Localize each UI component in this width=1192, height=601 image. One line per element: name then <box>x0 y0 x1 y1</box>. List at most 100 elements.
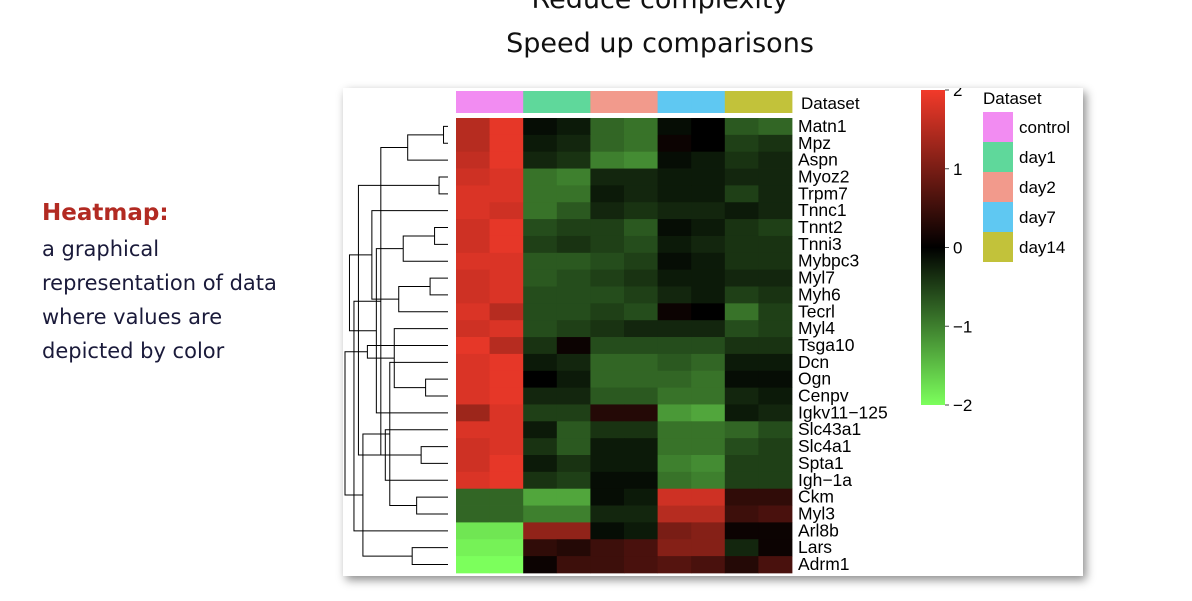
heatmap-cell <box>489 539 524 557</box>
heatmap-chart: DatasetMatn1MpzAspnMyoz2Trpm7Tnnc1Tnnt2T… <box>344 81 1070 574</box>
heatmap-cell <box>691 556 726 574</box>
heatmap-cell <box>691 421 726 439</box>
heatmap-cell <box>590 134 625 153</box>
heatmap-cell <box>624 202 658 220</box>
heatmap-cell <box>590 471 625 490</box>
heatmap-cell <box>758 134 793 153</box>
heatmap-cell <box>523 134 558 153</box>
row-label: Cenpv <box>798 386 849 406</box>
heatmap-cell <box>758 522 793 540</box>
heatmap-cell <box>590 522 625 540</box>
heatmap-cell <box>657 320 692 338</box>
row-label: Trpm7 <box>798 183 848 203</box>
heatmap-cell <box>456 202 490 220</box>
heatmap-cell <box>758 455 793 473</box>
heatmap-cell <box>724 337 759 355</box>
heatmap-cell <box>758 303 793 321</box>
heatmap-cell <box>523 337 558 355</box>
heatmap-cell <box>523 118 558 136</box>
row-label: Igh−1a <box>798 470 852 490</box>
legend-label: day2 <box>1019 178 1056 197</box>
heatmap-cell <box>758 488 793 506</box>
heatmap-cell <box>556 404 591 422</box>
heatmap-cell <box>590 556 625 574</box>
heatmap-cell <box>489 522 524 540</box>
heatmap-cell <box>724 404 759 422</box>
heatmap-cell <box>624 522 658 540</box>
heatmap-cell <box>758 337 793 355</box>
heatmap-cell <box>691 202 726 220</box>
dendrogram-branch <box>420 446 448 464</box>
definition-line-1: a graphical <box>42 237 160 261</box>
heatmap-cell <box>691 185 726 203</box>
heatmap-cell <box>523 421 558 439</box>
heatmap-cell <box>691 471 726 490</box>
heatmap-cell <box>590 185 625 203</box>
dendrogram-branch <box>362 433 413 557</box>
dendrogram-branch <box>375 248 448 414</box>
heatmap-cell <box>724 185 759 203</box>
heatmap-cell <box>489 303 524 321</box>
heatmap-cell <box>691 168 726 186</box>
heatmap-cell <box>523 353 558 372</box>
heatmap-cell <box>724 134 759 153</box>
heatmap-cell <box>657 522 692 540</box>
heatmap-cell <box>724 269 759 287</box>
dendrogram-branch <box>393 328 448 389</box>
heatmap-cell <box>456 353 490 372</box>
heatmap-cell <box>624 252 658 271</box>
heatmap-cell <box>489 118 524 136</box>
heatmap-cell <box>691 522 726 540</box>
heatmap-cell <box>523 185 558 203</box>
heatmap-cell <box>523 539 558 557</box>
heatmap-cell <box>691 151 726 169</box>
heatmap-cell <box>691 118 726 136</box>
heatmap-cell <box>624 134 658 153</box>
heatmap-cell <box>523 505 558 523</box>
heatmap-cell <box>456 387 490 405</box>
heatmap-cell <box>624 219 658 237</box>
heatmap-cell <box>456 522 490 540</box>
heatmap-cell <box>758 185 793 203</box>
annotation-label: Dataset <box>801 94 860 113</box>
heatmap-cell <box>489 202 524 220</box>
legend-label: day7 <box>1019 208 1056 227</box>
heatmap-cell <box>456 118 490 136</box>
heatmap-cell <box>758 421 793 439</box>
heatmap-cell <box>724 151 759 169</box>
row-label: Myl4 <box>798 318 835 338</box>
heatmap-cell <box>556 556 591 574</box>
colorbar-tick-label: 2 <box>953 88 962 100</box>
heatmap-cell <box>691 438 726 456</box>
heatmap-cell <box>523 168 558 186</box>
heatmap-cell <box>489 134 524 153</box>
annotation-cell <box>691 91 726 113</box>
heatmap-cell <box>691 286 726 304</box>
dendrogram-branch <box>366 344 448 359</box>
heatmap-cell <box>523 488 558 506</box>
definition-line-2: representation of data <box>42 271 277 295</box>
dendrogram-branch <box>398 286 448 313</box>
row-label: Slc4a1 <box>798 436 852 456</box>
heatmap-cell <box>724 505 759 523</box>
heatmap-cell <box>691 134 726 153</box>
heatmap-cell <box>758 438 793 456</box>
legend-swatch <box>983 172 1013 202</box>
dendrogram-branch <box>371 210 448 300</box>
heatmap-cell <box>657 455 692 473</box>
heatmap-cell <box>523 286 558 304</box>
heatmap-cell <box>724 219 759 237</box>
annotation-cell <box>724 91 759 113</box>
heatmap-cell <box>556 539 591 557</box>
row-label: Ckm <box>798 487 834 507</box>
heatmap-cell <box>758 219 793 237</box>
heatmap-cell <box>456 471 490 490</box>
heatmap-cell <box>590 353 625 372</box>
heatmap-cell <box>556 438 591 456</box>
heatmap-cell <box>624 303 658 321</box>
heatmap-cell <box>590 370 625 388</box>
heatmap-cell <box>523 438 558 456</box>
heatmap-cell <box>489 505 524 523</box>
heatmap-cell <box>489 488 524 506</box>
heatmap-cell <box>624 421 658 439</box>
